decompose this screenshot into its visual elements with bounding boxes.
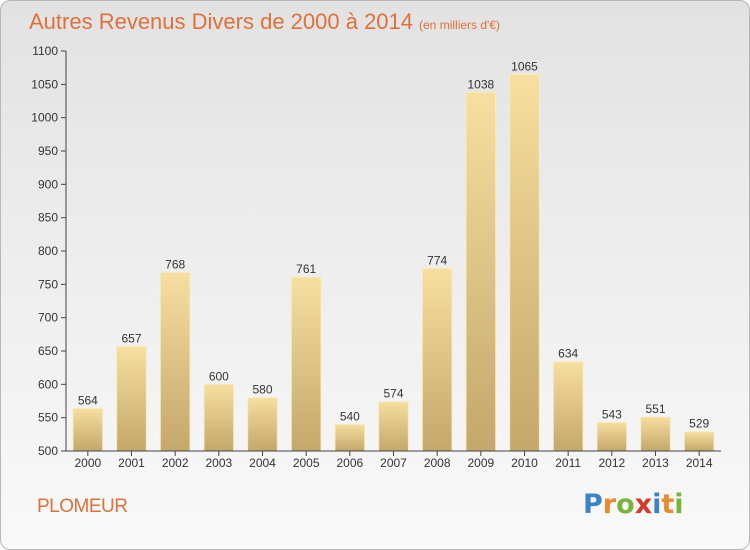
bar bbox=[640, 416, 671, 452]
bar-value-label: 600 bbox=[209, 369, 229, 383]
x-tick-label: 2010 bbox=[511, 456, 538, 470]
bar bbox=[290, 276, 322, 452]
x-tick-label: 2004 bbox=[249, 456, 276, 470]
chart-subtitle: (en milliers d'€) bbox=[419, 18, 500, 32]
chart-title-text: Autres Revenus Divers de 2000 à 2014 bbox=[29, 9, 414, 34]
x-tick-label: 2012 bbox=[598, 456, 625, 470]
bar bbox=[378, 401, 409, 452]
y-tick-label: 850 bbox=[38, 211, 58, 225]
bar-value-label: 529 bbox=[689, 417, 709, 431]
bar bbox=[683, 431, 715, 452]
y-tick-label: 650 bbox=[38, 344, 58, 358]
logo-letter: r bbox=[602, 489, 617, 520]
y-tick-label: 600 bbox=[38, 377, 58, 391]
bar-value-label: 540 bbox=[340, 409, 360, 423]
x-tick-label: 2011 bbox=[555, 456, 581, 470]
logo-letter: i bbox=[674, 489, 684, 520]
logo-letter: P bbox=[583, 489, 603, 520]
y-tick-label: 550 bbox=[38, 411, 58, 425]
y-axis: 500 550 600 650 700 750 800 850 900 950 1000 1050 11… bbox=[31, 44, 67, 458]
y-tick-label: 500 bbox=[38, 444, 58, 458]
bar bbox=[552, 361, 584, 452]
bar bbox=[203, 383, 235, 452]
x-tick-label: 2006 bbox=[336, 456, 363, 470]
x-tick-label: 2014 bbox=[686, 456, 713, 470]
x-tick-label: 2007 bbox=[380, 456, 407, 470]
x-axis: 2000 2001 2002 2003 2004 2005 2006 2007 2008 2009… bbox=[66, 450, 721, 470]
bar bbox=[247, 397, 278, 452]
bar-value-label: 657 bbox=[121, 331, 141, 345]
bar bbox=[465, 91, 497, 452]
bar bbox=[509, 73, 540, 452]
bar-value-label: 1038 bbox=[467, 77, 494, 91]
y-tick-label: 750 bbox=[38, 277, 58, 291]
bar-value-label: 1065 bbox=[511, 59, 538, 73]
bar bbox=[116, 345, 147, 452]
bar-value-label: 564 bbox=[78, 393, 98, 407]
y-tick-label: 1000 bbox=[31, 111, 58, 125]
logo-letter: x bbox=[634, 489, 653, 520]
bar bbox=[159, 271, 191, 452]
bar bbox=[596, 421, 628, 452]
bar bbox=[72, 407, 104, 452]
bar-value-label: 551 bbox=[645, 402, 665, 416]
x-tick-label: 2009 bbox=[467, 456, 494, 470]
y-tick-label: 900 bbox=[38, 177, 58, 191]
bar bbox=[334, 423, 366, 452]
bar-value-label: 761 bbox=[296, 262, 316, 276]
bars: 564 657 768 600 580 761 540 574 774 1038 1065 634 54… bbox=[72, 59, 715, 452]
y-tick-label: 1100 bbox=[32, 44, 58, 58]
chart-title: Autres Revenus Divers de 2000 à 2014 (en … bbox=[29, 9, 500, 35]
y-tick-label: 700 bbox=[38, 311, 58, 325]
logo-letter: t bbox=[661, 489, 675, 520]
y-tick-label: 1050 bbox=[31, 77, 58, 91]
bar-value-label: 543 bbox=[602, 407, 622, 421]
y-tick-label: 800 bbox=[38, 244, 58, 258]
commune-name: PLOMEUR bbox=[37, 496, 128, 517]
x-tick-label: 2002 bbox=[162, 456, 189, 470]
bar-value-label: 574 bbox=[383, 387, 403, 401]
bar bbox=[421, 267, 453, 452]
y-tick-label: 950 bbox=[38, 144, 58, 158]
x-tick-label: 2005 bbox=[293, 456, 320, 470]
proxiti-logo: Proxiti bbox=[583, 489, 684, 520]
x-tick-label: 2000 bbox=[74, 456, 101, 470]
bar-value-label: 774 bbox=[427, 253, 447, 267]
x-tick-label: 2003 bbox=[205, 456, 232, 470]
logo-letter: i bbox=[652, 489, 662, 520]
x-tick-label: 2001 bbox=[118, 456, 145, 470]
logo-letter: o bbox=[616, 489, 635, 520]
bar-value-label: 768 bbox=[165, 257, 185, 271]
bar-value-label: 580 bbox=[252, 383, 272, 397]
bar-value-label: 634 bbox=[558, 347, 578, 361]
x-tick-label: 2008 bbox=[424, 456, 451, 470]
x-tick-label: 2013 bbox=[642, 456, 669, 470]
